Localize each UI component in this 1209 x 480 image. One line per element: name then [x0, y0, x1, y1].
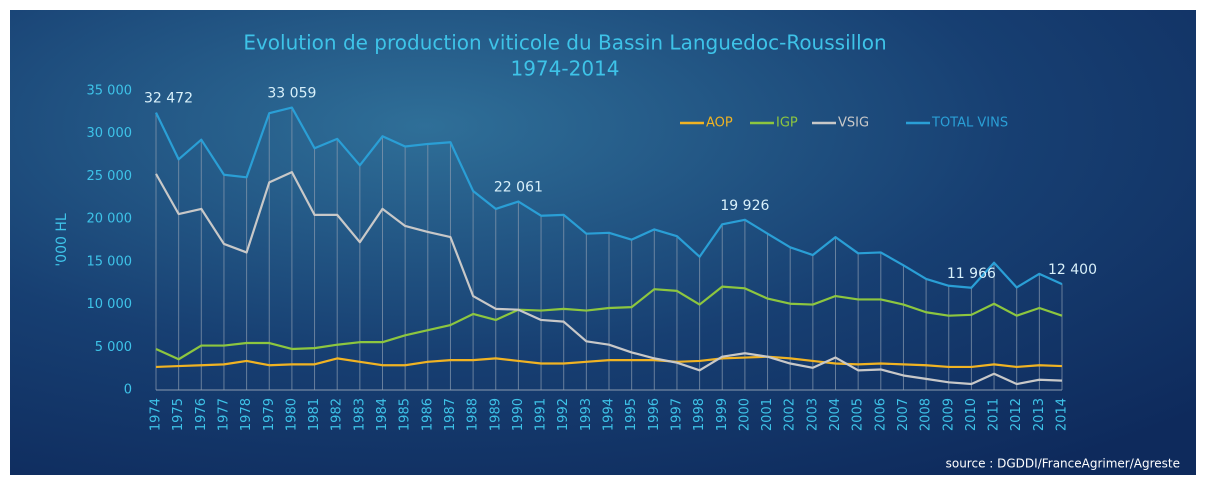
data-label: 12 400 [1048, 262, 1097, 278]
x-tick-label: 2008 [919, 398, 934, 431]
x-tick-label: 1984 [375, 398, 390, 431]
y-tick-label: 30 000 [87, 126, 133, 141]
source: source : DGDDI/FranceAgrimer/Agreste [946, 457, 1180, 471]
x-tick-label: 1991 [534, 398, 549, 431]
x-tick-label: 1993 [579, 398, 594, 431]
y-tick-label: 20 000 [87, 212, 133, 227]
x-tick-label: 1982 [330, 398, 345, 431]
legend-label: TOTAL VINS [931, 116, 1008, 131]
series-line [155, 285, 1063, 361]
x-tick-label: 2011 [987, 398, 1002, 431]
legend-label: IGP [776, 116, 798, 131]
x-tick-label: 2009 [941, 398, 956, 431]
x-tick-label: 2001 [760, 398, 775, 431]
legend-label: VSIG [838, 116, 869, 131]
y-axis-label: '000 HL [54, 213, 70, 267]
x-tick-label: 1980 [284, 398, 299, 431]
x-tick-label: 1981 [307, 398, 322, 431]
series-line [155, 106, 1063, 289]
x-tick-label: 2010 [964, 398, 979, 431]
chart-subtitle: 1974-2014 [510, 57, 619, 81]
x-tick-label: 1989 [488, 398, 503, 431]
x-tick-label: 1986 [420, 398, 435, 431]
x-tick-label: 1978 [239, 398, 254, 431]
data-label: 22 061 [494, 180, 543, 196]
x-tick-label: 2007 [896, 398, 911, 431]
x-tick-label: 1997 [669, 398, 684, 431]
x-tick-label: 2003 [805, 398, 820, 431]
x-tick-label: 2012 [1009, 398, 1024, 431]
x-tick-label: 1994 [602, 398, 617, 431]
data-label: 33 059 [267, 86, 316, 102]
x-tick-label: 2005 [851, 398, 866, 431]
x-tick-label: 1999 [715, 398, 730, 431]
series-line [155, 355, 1063, 369]
y-tick-label: 35 000 [87, 84, 133, 99]
x-tick-label: 1988 [466, 398, 481, 431]
y-tick-label: 15 000 [87, 254, 133, 269]
data-label: 32 472 [144, 91, 193, 107]
x-tick-label: 1983 [352, 398, 367, 431]
x-tick-label: 1992 [556, 398, 571, 431]
x-tick-label: 2002 [783, 398, 798, 431]
background [10, 10, 1196, 475]
legend-label: AOP [706, 116, 733, 131]
y-tick-label: 25 000 [87, 169, 133, 184]
x-tick-label: 1985 [398, 398, 413, 431]
x-tick-label: 2014 [1055, 398, 1070, 431]
series-line [155, 171, 1063, 386]
x-tick-label: 1996 [647, 398, 662, 431]
x-tick-label: 2004 [828, 398, 843, 431]
x-tick-label: 2000 [737, 398, 752, 431]
x-tick-label: 1976 [194, 398, 209, 431]
x-tick-label: 1975 [171, 398, 186, 431]
x-tick-label: 1977 [216, 398, 231, 431]
x-tick-label: 1979 [262, 398, 277, 431]
x-tick-label: 2006 [873, 398, 888, 431]
x-tick-label: 1990 [511, 398, 526, 431]
data-label: 19 926 [720, 198, 769, 214]
y-tick-label: 10 000 [87, 297, 133, 312]
x-tick-label: 2013 [1032, 398, 1047, 431]
chart-title: Evolution de production viticole du Bass… [243, 31, 886, 55]
y-tick-label: 5 000 [95, 340, 132, 355]
x-tick-label: 1987 [443, 398, 458, 431]
x-tick-label: 1998 [692, 398, 707, 431]
x-tick-label: 1974 [149, 398, 164, 431]
x-tick-label: 1995 [624, 398, 639, 431]
y-tick-label: 0 [124, 383, 132, 398]
data-label: 11 966 [947, 266, 996, 282]
